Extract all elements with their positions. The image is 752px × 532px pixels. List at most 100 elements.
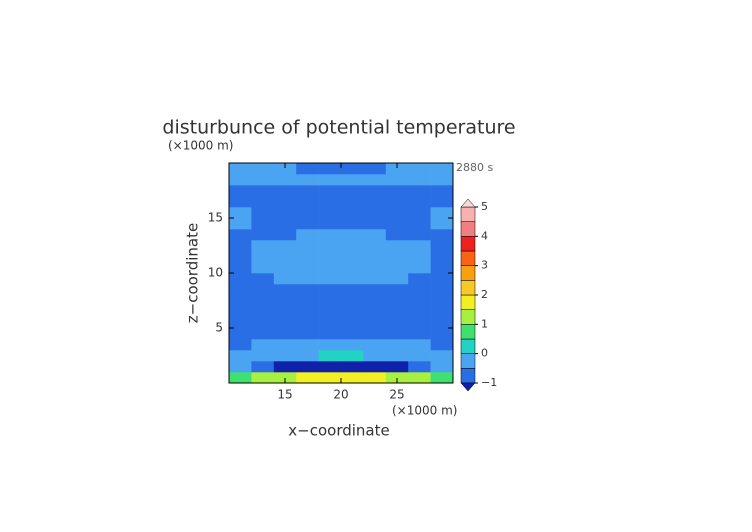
field-cell <box>229 240 252 252</box>
field-cell <box>341 350 364 362</box>
x-axis-label: x−coordinate <box>288 422 389 440</box>
field-cell <box>430 317 454 329</box>
field-cell <box>408 317 431 329</box>
field-cell <box>229 350 252 362</box>
field-cell <box>408 251 431 263</box>
field-cell <box>408 372 431 384</box>
x-tick-label: 20 <box>333 388 348 402</box>
field-cell <box>251 350 275 362</box>
field-cell <box>318 163 342 175</box>
field-cell <box>430 295 454 307</box>
field-cell <box>296 361 319 373</box>
field-cell <box>229 361 252 373</box>
colorbar-tick-label: 3 <box>481 259 488 272</box>
field-cell <box>229 295 252 307</box>
colorbar-box <box>460 236 476 252</box>
field-cell <box>296 306 319 318</box>
field-cell <box>273 339 297 351</box>
field-cell <box>273 328 297 340</box>
field-cell <box>296 339 319 351</box>
colorbar-over <box>460 198 476 208</box>
field-cell <box>408 284 431 296</box>
field-cell <box>251 361 275 373</box>
field-cell <box>430 163 454 175</box>
field-cell <box>408 339 431 351</box>
field-cell <box>430 361 454 373</box>
field-cell <box>341 174 364 186</box>
colorbar-box <box>460 265 476 281</box>
field-cell <box>363 339 387 351</box>
field-cell <box>273 218 297 230</box>
colorbar-box <box>460 280 476 296</box>
field-cell <box>341 306 364 318</box>
field-cell <box>318 174 342 186</box>
field-cell <box>385 174 409 186</box>
field-cell <box>318 273 342 285</box>
field-cell <box>273 372 297 384</box>
field-cell <box>318 306 342 318</box>
field-cell <box>273 196 297 208</box>
field-cell <box>363 240 387 252</box>
field-cell <box>363 317 387 329</box>
field-cell <box>408 262 431 274</box>
field-cell <box>430 328 454 340</box>
field-cell <box>251 240 275 252</box>
colorbar-tick-label: 4 <box>481 229 488 242</box>
field-cell <box>318 251 342 263</box>
field-cell <box>341 284 364 296</box>
field-cell <box>296 372 319 384</box>
field-cell <box>251 185 275 197</box>
field-cell <box>385 251 409 263</box>
field-cell <box>273 306 297 318</box>
field-cell <box>229 306 252 318</box>
field-cell <box>430 284 454 296</box>
field-cell <box>341 251 364 263</box>
field-cell <box>318 196 342 208</box>
colorbar-box <box>460 324 476 340</box>
field-cell <box>229 284 252 296</box>
field-cell <box>251 372 275 384</box>
field-cell <box>430 240 454 252</box>
field-cell <box>251 196 275 208</box>
field-cell <box>385 185 409 197</box>
field-cell <box>430 196 454 208</box>
field-cell <box>251 273 275 285</box>
field-cell <box>318 350 342 362</box>
field-cell <box>318 361 342 373</box>
y-tick-label: 5 <box>215 321 223 335</box>
field-cell <box>318 218 342 230</box>
field-cell <box>229 185 252 197</box>
colorbar-box <box>460 353 476 369</box>
field-cell <box>341 163 364 175</box>
field-cell <box>363 163 387 175</box>
field-cell <box>229 251 252 263</box>
field-cell <box>296 218 319 230</box>
field-cell <box>385 207 409 219</box>
field-cell <box>385 361 409 373</box>
field-cell <box>430 218 454 230</box>
field-cell <box>296 284 319 296</box>
field-cell <box>430 339 454 351</box>
field-cell <box>251 262 275 274</box>
field-cell <box>273 361 297 373</box>
field-cell <box>363 350 387 362</box>
x-tick-label: 25 <box>389 388 404 402</box>
field-cell <box>273 350 297 362</box>
colorbar-box <box>460 250 476 266</box>
field-cell <box>273 240 297 252</box>
field-cell <box>318 229 342 241</box>
field-cell <box>296 207 319 219</box>
field-cell <box>408 350 431 362</box>
field-cell <box>318 262 342 274</box>
field-cell <box>408 229 431 241</box>
field-cell <box>385 339 409 351</box>
colorbar-box <box>460 221 476 237</box>
field-cell <box>251 317 275 329</box>
field-cell <box>318 240 342 252</box>
colorbar-box <box>460 294 476 310</box>
field-cell <box>251 218 275 230</box>
field-cell <box>385 163 409 175</box>
field-cell <box>385 317 409 329</box>
field-cell <box>341 361 364 373</box>
field-cell <box>363 262 387 274</box>
